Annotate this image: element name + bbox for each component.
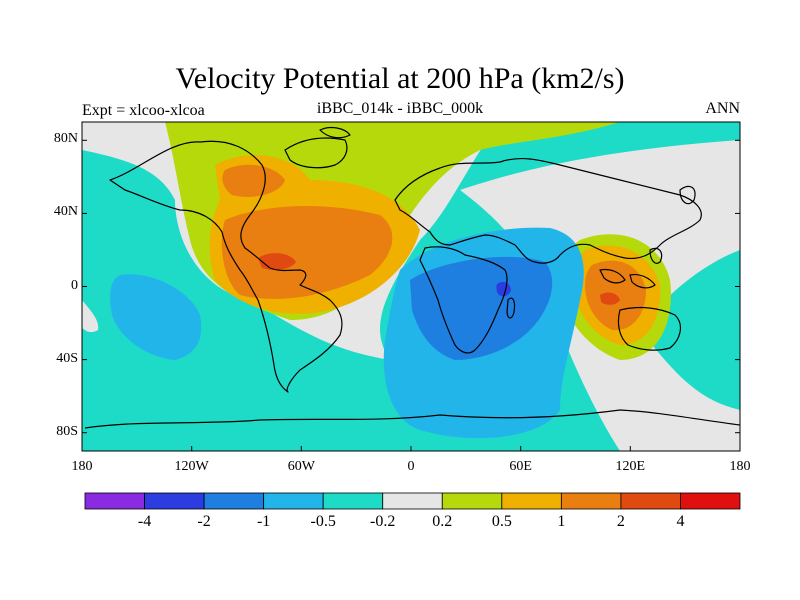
lat-tick-label: 80S <box>56 423 78 439</box>
colorbar-swatch <box>203 492 265 510</box>
lat-tick-label: 40S <box>56 350 78 366</box>
colorbar-swatch <box>501 492 562 510</box>
colorbar-swatch <box>382 492 443 510</box>
lon-tick-label: 0 <box>407 459 415 474</box>
colorbar-level-label: -2 <box>197 513 211 530</box>
colorbar-swatch <box>560 492 622 510</box>
colorbar <box>84 492 741 510</box>
colorbar-level-label: 2 <box>616 513 625 530</box>
colorbar-level-label: -0.5 <box>310 513 336 530</box>
lon-tick-label: 180 <box>71 459 93 474</box>
colorbar-level-label: -1 <box>256 513 271 530</box>
colorbar-swatch <box>680 492 741 510</box>
colorbar-swatch <box>144 492 205 510</box>
colorbar-swatch <box>441 492 503 510</box>
colorbar-level-label: 4 <box>676 513 685 530</box>
lon-ticks <box>81 446 741 451</box>
lon-tick-label: 60W <box>287 459 315 474</box>
colorbar-swatch <box>620 492 681 510</box>
colorbar-level-label: -4 <box>137 513 152 530</box>
difference-label: iBBC_014k - iBBC_000k <box>316 100 484 117</box>
colorbar-swatch <box>263 492 324 510</box>
lon-tick-label: 120E <box>615 459 646 474</box>
lon-tick-label: 120W <box>174 459 209 474</box>
contour-darkblue-africa <box>410 256 553 360</box>
lon-tick-label: 60E <box>509 459 532 474</box>
lat-tick-label: 0 <box>71 277 78 293</box>
colorbar-level-label: 0.2 <box>432 513 453 530</box>
contour-darkorange-northamerica <box>222 164 285 197</box>
season-label: ANN <box>705 100 740 117</box>
contour-red-indonesia <box>600 292 620 305</box>
colorbar-swatch <box>84 492 145 510</box>
contour-indigo-core <box>496 282 511 297</box>
page-title: Velocity Potential at 200 hPa (km2/s) <box>175 62 625 95</box>
map-plot <box>82 122 740 451</box>
colorbar-level-label: 0.5 <box>491 513 512 530</box>
contour-darkorange-atlantic <box>221 205 393 299</box>
colorbar-level-label: -0.2 <box>370 513 396 530</box>
coastlines <box>84 126 740 429</box>
colorbar-level-label: 1 <box>557 513 566 530</box>
contour-neutral-west-edge <box>82 300 99 333</box>
colorbar-swatch <box>322 492 384 510</box>
experiment-label: Expt = xlcoo-xlcoa <box>82 102 205 119</box>
lat-tick-label: 80N <box>53 131 78 147</box>
lon-tick-label: 180 <box>729 459 751 474</box>
lat-ticks <box>82 139 740 434</box>
contour-blue-pacific <box>110 274 202 360</box>
lat-tick-label: 40N <box>53 204 78 220</box>
contour-cyan-north-pacific <box>97 201 150 227</box>
